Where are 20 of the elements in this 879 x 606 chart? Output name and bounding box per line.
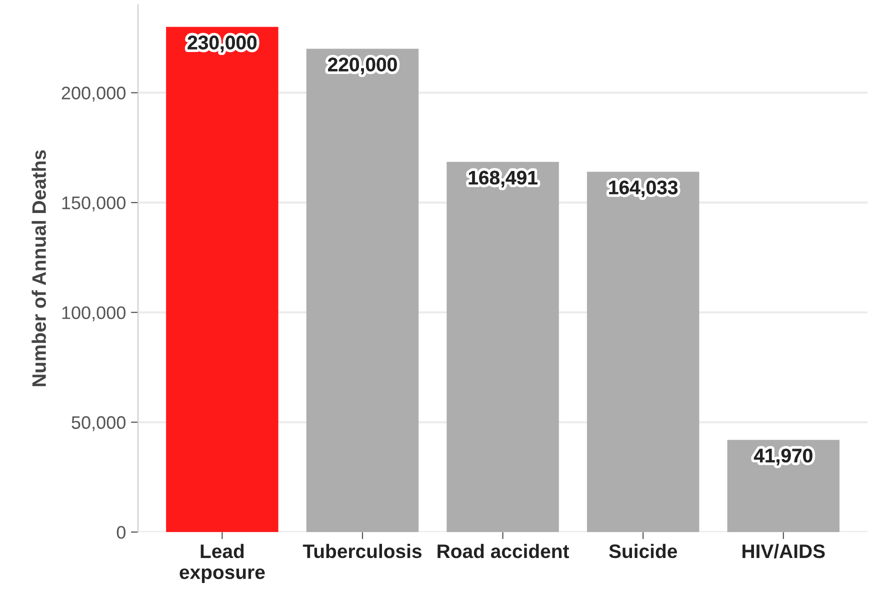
y-tick-label: 150,000	[62, 196, 126, 212]
data-label: 220,000	[328, 58, 397, 74]
x-tick-label: Tuberculosis	[302, 544, 422, 558]
x-tick-label: Suicide	[609, 544, 678, 558]
y-tick-label: 200,000	[62, 86, 126, 102]
y-tick-label: 0	[116, 526, 126, 539]
data-label: 230,000	[188, 36, 257, 52]
data-label: 41,970	[754, 448, 812, 466]
data-label: 164,033	[609, 180, 678, 198]
x-tick-label: HIV/AIDS	[742, 544, 825, 558]
bar	[446, 162, 559, 532]
y-tick-label: 50,000	[72, 416, 126, 432]
bar	[586, 172, 700, 532]
data-label: 168,491	[468, 170, 538, 188]
y-tick-label: 100,000	[62, 306, 126, 322]
bar	[306, 48, 419, 532]
x-tick-label: Road accident	[438, 544, 570, 558]
bar	[166, 26, 278, 532]
y-axis-title: Number of Annual Deaths	[32, 150, 46, 386]
x-tick-label: Lead exposure	[180, 544, 265, 583]
